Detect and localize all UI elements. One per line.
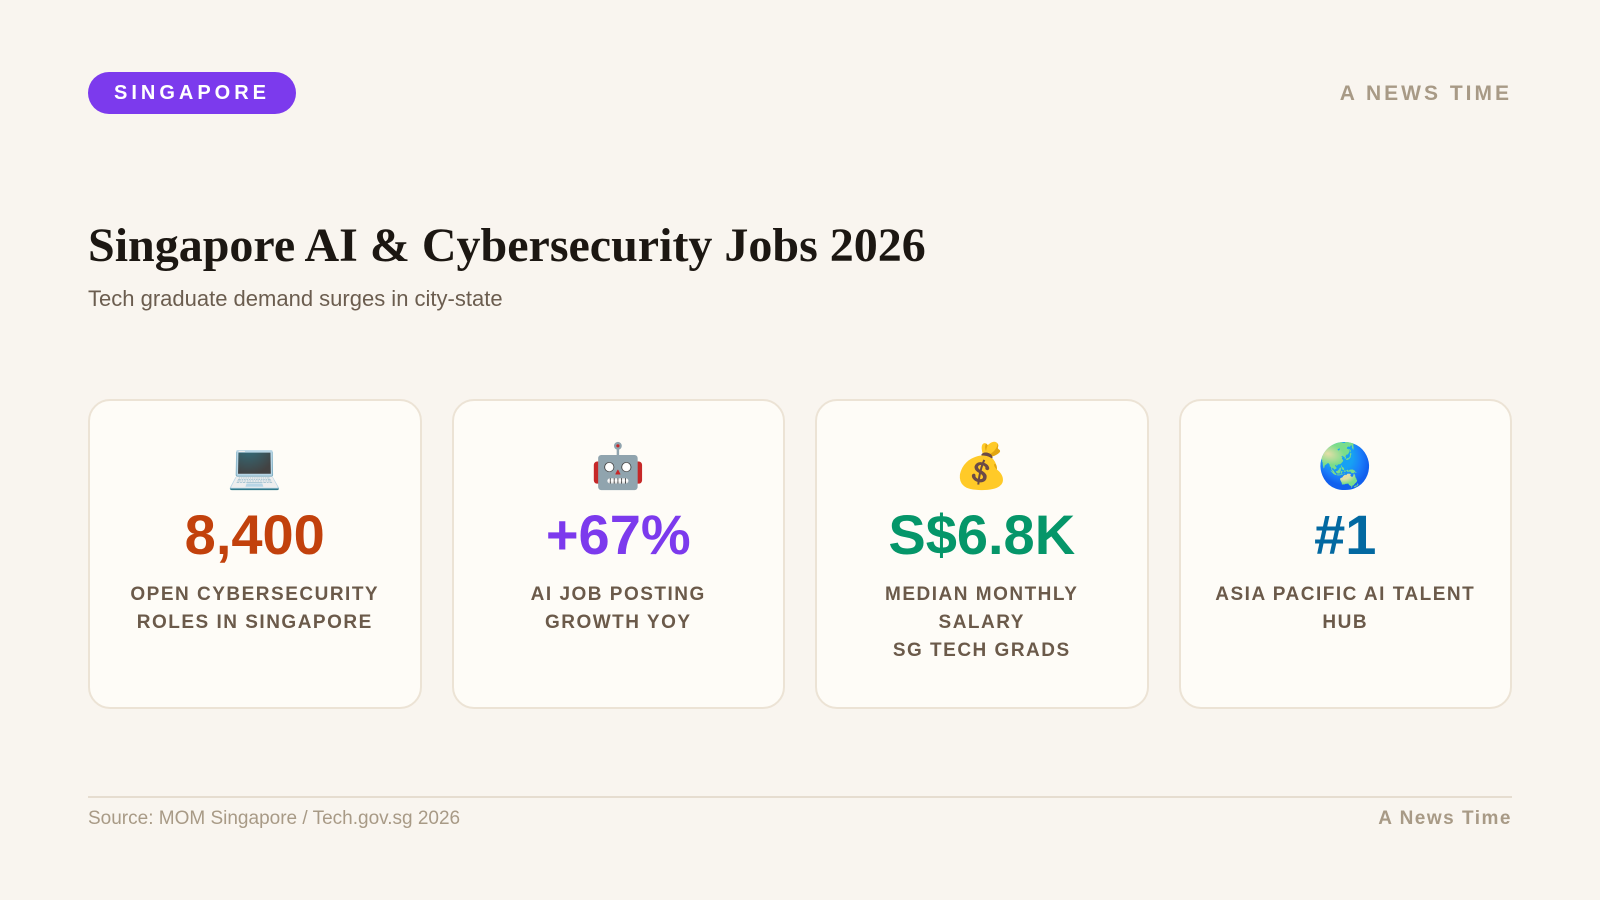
subtitle: Tech graduate demand surges in city-stat…	[88, 286, 503, 311]
brand: A NEWS TIME	[1339, 82, 1512, 105]
stat-value: #1	[1314, 503, 1377, 566]
stat-icon: 🌏	[1317, 442, 1373, 491]
source: Source: MOM Singapore / Tech.gov.sg 2026	[88, 808, 461, 829]
stat-card: 💰 S$6.8K MEDIAN MONTHLY SALARY SG TECH GRAD…	[815, 399, 1149, 709]
stat-label-line: OPEN CYBERSECURITY ROLES IN SINGAPORE	[130, 584, 380, 633]
region-tag: SINGAPORE	[88, 72, 296, 114]
stat-label: OPEN CYBERSECURITY ROLES IN SINGAPORE	[120, 581, 390, 637]
stat-icon: 🤖	[590, 442, 646, 491]
stat-value: S$6.8K	[888, 503, 1076, 566]
stat-label-line: ASIA PACIFIC AI TALENT HUB	[1215, 584, 1476, 633]
stat-label: MEDIAN MONTHLY SALARY SG TECH GRADS	[847, 581, 1117, 665]
stat-label-line: AI JOB POSTING GROWTH YOY	[530, 584, 706, 633]
stat-value: 8,400	[184, 503, 325, 566]
divider	[88, 796, 1512, 798]
stat-label: AI JOB POSTING GROWTH YOY	[483, 581, 753, 637]
stat-icon: 💰	[954, 442, 1010, 491]
stat-value: +67%	[545, 503, 691, 566]
title: Singapore AI & Cybersecurity Jobs 2026	[88, 219, 926, 272]
stat-cards: 💻 8,400 OPEN CYBERSECURITY ROLES IN SINGAP…	[88, 399, 1512, 709]
stat-label: ASIA PACIFIC AI TALENT HUB	[1210, 581, 1480, 637]
stat-card: 🤖 +67% AI JOB POSTING GROWTH YOY	[451, 399, 785, 709]
footer-brand: A News Time	[1378, 808, 1512, 829]
stat-card: 💻 8,400 OPEN CYBERSECURITY ROLES IN SINGAP…	[88, 399, 422, 709]
stat-label-line: MEDIAN MONTHLY SALARY	[885, 584, 1079, 633]
stat-label-line: SG TECH GRADS	[892, 640, 1071, 661]
stat-icon: 💻	[227, 442, 283, 491]
stat-card: 🌏 #1 ASIA PACIFIC AI TALENT HUB	[1178, 399, 1512, 709]
